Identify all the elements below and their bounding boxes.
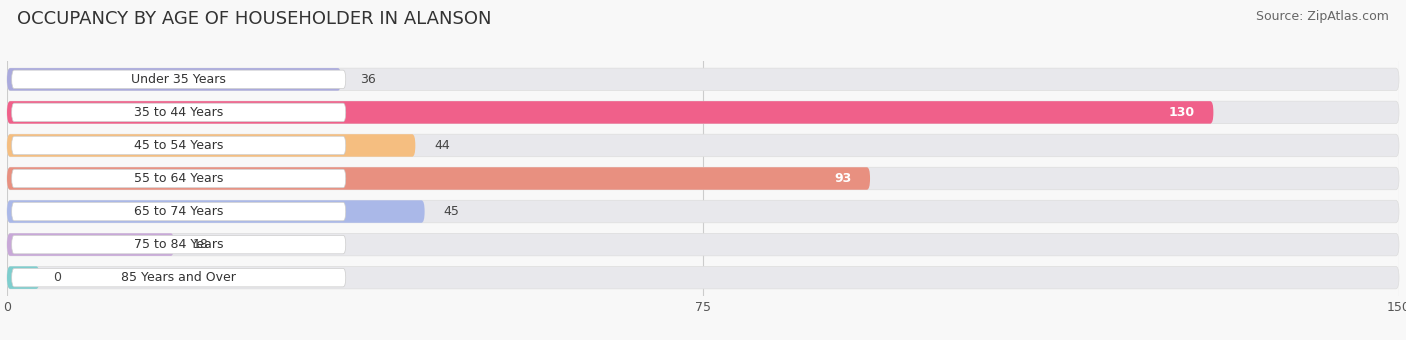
Text: 0: 0 (53, 271, 62, 284)
FancyBboxPatch shape (7, 167, 1399, 190)
Text: 65 to 74 Years: 65 to 74 Years (134, 205, 224, 218)
FancyBboxPatch shape (11, 70, 346, 89)
Text: 93: 93 (834, 172, 852, 185)
FancyBboxPatch shape (7, 200, 1399, 223)
FancyBboxPatch shape (7, 233, 1399, 256)
Text: 85 Years and Over: 85 Years and Over (121, 271, 236, 284)
FancyBboxPatch shape (7, 101, 1213, 124)
Text: 75 to 84 Years: 75 to 84 Years (134, 238, 224, 251)
FancyBboxPatch shape (11, 103, 346, 122)
FancyBboxPatch shape (11, 235, 346, 254)
FancyBboxPatch shape (7, 267, 39, 289)
Text: 130: 130 (1168, 106, 1195, 119)
FancyBboxPatch shape (11, 268, 346, 287)
FancyBboxPatch shape (7, 101, 1399, 124)
FancyBboxPatch shape (7, 200, 425, 223)
FancyBboxPatch shape (7, 134, 1399, 157)
Text: 45: 45 (443, 205, 458, 218)
FancyBboxPatch shape (7, 68, 342, 90)
Text: Source: ZipAtlas.com: Source: ZipAtlas.com (1256, 10, 1389, 23)
Text: 45 to 54 Years: 45 to 54 Years (134, 139, 224, 152)
FancyBboxPatch shape (7, 134, 415, 157)
FancyBboxPatch shape (7, 233, 174, 256)
Text: 18: 18 (193, 238, 208, 251)
FancyBboxPatch shape (11, 169, 346, 188)
FancyBboxPatch shape (7, 68, 1399, 90)
Text: 44: 44 (434, 139, 450, 152)
FancyBboxPatch shape (7, 267, 1399, 289)
FancyBboxPatch shape (11, 202, 346, 221)
FancyBboxPatch shape (7, 167, 870, 190)
Text: OCCUPANCY BY AGE OF HOUSEHOLDER IN ALANSON: OCCUPANCY BY AGE OF HOUSEHOLDER IN ALANS… (17, 10, 491, 28)
FancyBboxPatch shape (11, 136, 346, 155)
Text: Under 35 Years: Under 35 Years (131, 73, 226, 86)
Text: 55 to 64 Years: 55 to 64 Years (134, 172, 224, 185)
Text: 35 to 44 Years: 35 to 44 Years (134, 106, 224, 119)
Text: 36: 36 (360, 73, 375, 86)
